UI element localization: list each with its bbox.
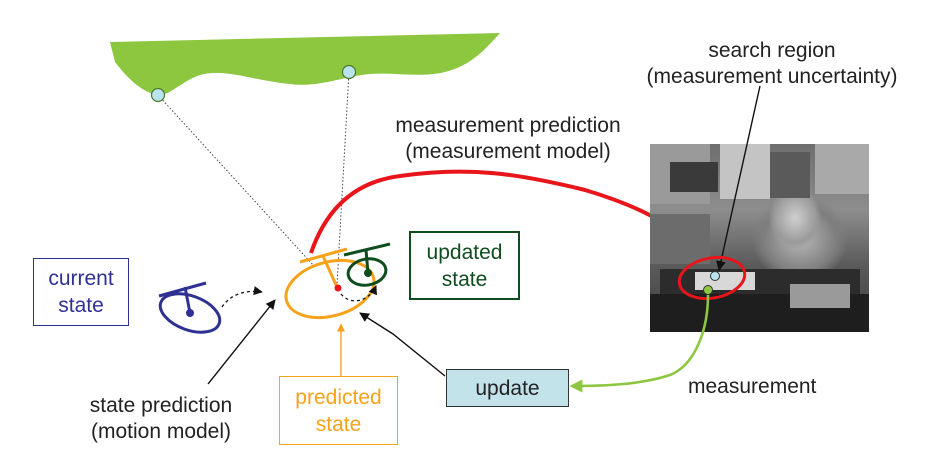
measurement-label: measurement	[688, 374, 848, 400]
predicted-state-box: predicted state	[279, 376, 398, 445]
search-region-ellipse	[677, 255, 747, 301]
current-state-pose	[158, 281, 222, 334]
landmark-dot-left	[150, 87, 166, 103]
updated-state-line2: state	[441, 267, 488, 291]
current-state-line2: state	[58, 294, 104, 317]
predicted-state-line2: state	[315, 412, 362, 436]
state-prediction-pointer	[207, 299, 276, 385]
current-state-box: current state	[33, 258, 129, 326]
update-label: update	[475, 376, 540, 400]
updated-state-box: updated state	[409, 231, 520, 300]
sight-line-right	[336, 71, 350, 286]
landmark-dot-right	[341, 64, 357, 80]
predicted-measurement-dot	[710, 271, 720, 281]
updated-state-line1: updated	[426, 240, 503, 264]
updated-state-pose	[343, 242, 391, 287]
search-region-pointer	[716, 85, 761, 271]
state-prediction-line2: (motion model)	[90, 420, 232, 443]
measurement-prediction-line1: measurement prediction	[395, 114, 621, 137]
state-prediction-arrow	[221, 286, 263, 308]
update-box: update	[446, 369, 569, 407]
search-region-label: search region (measurement uncertainty)	[622, 38, 922, 90]
camera-image	[650, 144, 869, 332]
measurement-arrow	[569, 294, 710, 393]
measurement-prediction-line2: (measurement model)	[405, 140, 611, 163]
state-prediction-line1: state prediction	[89, 394, 233, 417]
predicted-state-pose	[284, 247, 376, 320]
update-pointer	[359, 312, 446, 377]
current-state-line1: current	[48, 267, 114, 290]
terrain-shape	[110, 33, 500, 96]
state-prediction-label: state prediction (motion model)	[66, 393, 256, 445]
predicted-state-line1: predicted	[295, 385, 382, 409]
measurement-dot	[703, 285, 713, 295]
measurement-prediction-label: measurement prediction (measurement mode…	[363, 113, 653, 165]
search-region-line1: search region	[708, 39, 836, 62]
measurement-text: measurement	[688, 375, 817, 398]
search-region-line2: (measurement uncertainty)	[646, 65, 898, 88]
